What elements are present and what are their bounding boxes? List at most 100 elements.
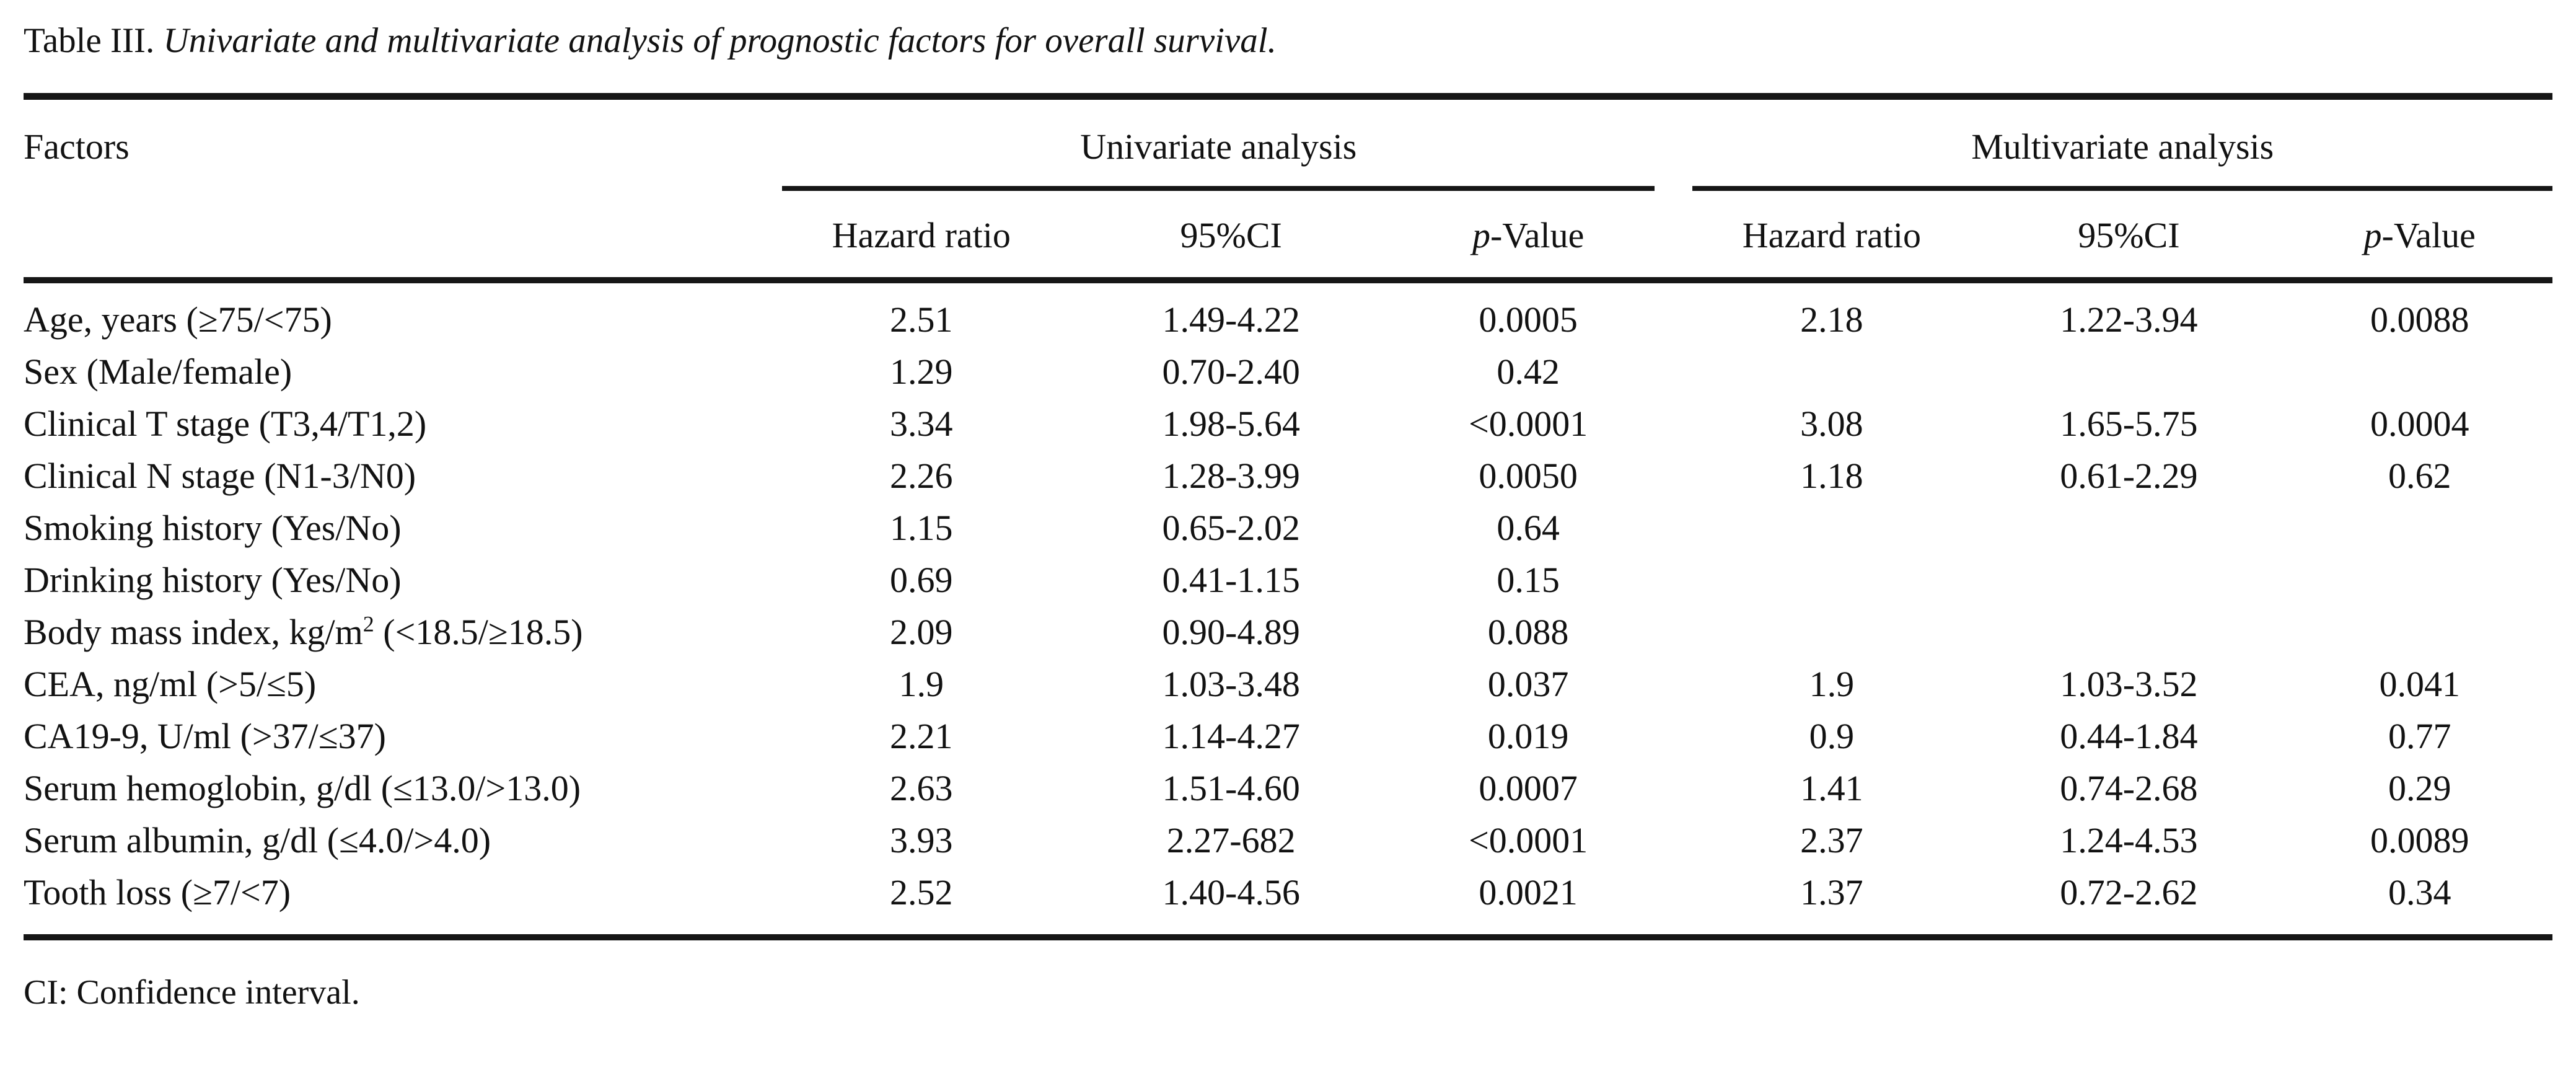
p-value-suffix: -Value <box>2381 215 2476 255</box>
cell-multivariate-ci <box>1971 345 2287 397</box>
cell-multivariate-hazard-ratio: 1.18 <box>1800 455 1863 496</box>
cell-multivariate-p-value: 0.34 <box>2388 872 2451 912</box>
factor-label: Sex (Male/female) <box>24 351 292 392</box>
cell-multivariate-p-value: 0.041 <box>2379 663 2460 704</box>
cell-gap <box>1655 501 1692 554</box>
subheader-multivariate-ci: 95%CI <box>1971 188 2287 283</box>
cell-multivariate-ci: 1.03-3.52 <box>2060 663 2198 704</box>
cell-multivariate-p-value: 0.77 <box>2388 715 2451 756</box>
cell-factor: Tooth loss (≥7/<7) <box>24 866 782 937</box>
factor-superscript: 2 <box>363 611 374 637</box>
cell-multivariate-hazard-ratio <box>1692 554 1971 606</box>
cell-multivariate-ci: 0.74-2.68 <box>2060 767 2198 808</box>
cell-univariate-ci: 1.40-4.56 <box>1162 872 1300 912</box>
cell-gap <box>1655 658 1692 710</box>
factor-label: Smoking history (Yes/No) <box>24 507 402 548</box>
cell-univariate-ci: 1.03-3.48 <box>1162 663 1300 704</box>
cell-multivariate-ci: 0.61-2.29 <box>2060 455 2198 496</box>
cell-multivariate-p-value: 0.29 <box>2388 767 2451 808</box>
factor-label: Serum hemoglobin, g/dl (≤13.0/>13.0) <box>24 767 581 808</box>
cell-univariate-p-value: 0.0021 <box>1479 872 1578 912</box>
table-caption: Table III. Univariate and multivariate a… <box>24 19 2552 63</box>
cell-multivariate-ci: 0.44-1.84 <box>2060 715 2198 756</box>
factor-label: CEA, ng/ml (>5/≤5) <box>24 663 317 704</box>
cell-factor: Serum hemoglobin, g/dl (≤13.0/>13.0) <box>24 762 782 814</box>
cell-univariate-ci: 2.27-682 <box>1166 820 1296 860</box>
cell-factor: CA19-9, U/ml (>37/≤37) <box>24 710 782 762</box>
factor-label: Drinking history (Yes/No) <box>24 559 402 600</box>
cell-multivariate-p-value: 0.62 <box>2388 455 2451 496</box>
cell-multivariate-hazard-ratio: 2.18 <box>1800 299 1863 340</box>
cell-univariate-ci: 1.49-4.22 <box>1162 299 1300 340</box>
subheader-multivariate-p-value: p-Value <box>2287 188 2552 283</box>
cell-univariate-hazard-ratio: 2.52 <box>890 872 953 912</box>
cell-univariate-ci: 1.28-3.99 <box>1162 455 1300 496</box>
cell-gap <box>1655 866 1692 937</box>
table-row-body-mass-index: Body mass index, kg/m2 (<18.5/≥18.5) 2.0… <box>24 606 2552 658</box>
cell-gap <box>1655 345 1692 397</box>
cell-multivariate-ci: 1.22-3.94 <box>2060 299 2198 340</box>
cell-factor: Smoking history (Yes/No) <box>24 501 782 554</box>
cell-univariate-p-value: 0.0007 <box>1479 767 1578 808</box>
cell-multivariate-hazard-ratio <box>1692 501 1971 554</box>
cell-gap <box>1655 762 1692 814</box>
table-row-smoking-history: Smoking history (Yes/No) 1.15 0.65-2.02 … <box>24 501 2552 554</box>
table-row-cea: CEA, ng/ml (>5/≤5) 1.9 1.03-3.48 0.037 1… <box>24 658 2552 710</box>
factor-label: Clinical N stage (N1-3/N0) <box>24 455 416 496</box>
cell-multivariate-ci: 1.65-5.75 <box>2060 403 2198 444</box>
cell-univariate-hazard-ratio: 1.29 <box>890 351 953 392</box>
group-header-multivariate: Multivariate analysis <box>1692 96 2552 191</box>
factor-label: CA19-9, U/ml (>37/≤37) <box>24 715 386 756</box>
cell-multivariate-ci <box>1971 501 2287 554</box>
table-row-clinical-t-stage: Clinical T stage (T3,4/T1,2) 3.34 1.98-5… <box>24 397 2552 449</box>
table-row-drinking-history: Drinking history (Yes/No) 0.69 0.41-1.15… <box>24 554 2552 606</box>
cell-multivariate-hazard-ratio <box>1692 606 1971 658</box>
cell-factor: Clinical T stage (T3,4/T1,2) <box>24 397 782 449</box>
cell-multivariate-p-value: 0.0089 <box>2370 820 2469 860</box>
cell-factor: Age, years (≥75/<75) <box>24 280 782 345</box>
factor-label: Age, years (≥75/<75) <box>24 299 332 340</box>
cell-univariate-ci: 1.51-4.60 <box>1162 767 1300 808</box>
cell-factor: CEA, ng/ml (>5/≤5) <box>24 658 782 710</box>
factor-label: Serum albumin, g/dl (≤4.0/>4.0) <box>24 820 491 860</box>
table-row-ca19-9: CA19-9, U/ml (>37/≤37) 2.21 1.14-4.27 0.… <box>24 710 2552 762</box>
factor-label: Clinical T stage (T3,4/T1,2) <box>24 403 427 444</box>
factor-label: Body mass index, kg/m <box>24 611 363 652</box>
factor-label: Tooth loss (≥7/<7) <box>24 872 291 912</box>
cell-univariate-p-value: <0.0001 <box>1469 820 1588 860</box>
cell-multivariate-hazard-ratio: 2.37 <box>1800 820 1863 860</box>
cell-univariate-hazard-ratio: 2.51 <box>890 299 953 340</box>
cell-multivariate-hazard-ratio: 3.08 <box>1800 403 1863 444</box>
cell-gap <box>1655 814 1692 866</box>
cell-multivariate-hazard-ratio: 1.41 <box>1800 767 1863 808</box>
cell-univariate-hazard-ratio: 0.69 <box>890 559 953 600</box>
cell-factor: Serum albumin, g/dl (≤4.0/>4.0) <box>24 814 782 866</box>
cell-univariate-ci: 0.41-1.15 <box>1162 559 1300 600</box>
cell-multivariate-ci: 1.24-4.53 <box>2060 820 2198 860</box>
cell-multivariate-p-value <box>2287 345 2552 397</box>
cell-univariate-hazard-ratio: 2.21 <box>890 715 953 756</box>
subheader-univariate-ci: 95%CI <box>1060 188 1402 283</box>
cell-gap <box>1655 606 1692 658</box>
table-row-clinical-n-stage: Clinical N stage (N1-3/N0) 2.26 1.28-3.9… <box>24 449 2552 501</box>
subheader-univariate-hazard-ratio: Hazard ratio <box>782 188 1061 283</box>
cell-univariate-p-value: 0.037 <box>1487 663 1569 704</box>
cell-univariate-ci: 1.14-4.27 <box>1162 715 1300 756</box>
cell-multivariate-ci <box>1971 606 2287 658</box>
cell-gap <box>1655 449 1692 501</box>
subheader-univariate-p-value: p-Value <box>1402 188 1655 283</box>
table-caption-title: Univariate and multivariate analysis of … <box>154 21 1277 60</box>
cell-univariate-p-value: 0.088 <box>1487 611 1569 652</box>
group-gap <box>1655 96 1693 283</box>
group-header-row: Factors Univariate analysis Multivariate… <box>24 96 2552 283</box>
cell-univariate-p-value: 0.019 <box>1487 715 1569 756</box>
cell-gap <box>1655 710 1692 762</box>
cell-univariate-p-value: 0.64 <box>1497 507 1560 548</box>
cell-multivariate-hazard-ratio: 0.9 <box>1809 715 1855 756</box>
cell-univariate-hazard-ratio: 2.26 <box>890 455 953 496</box>
cell-multivariate-p-value: 0.0088 <box>2370 299 2469 340</box>
cell-factor: Body mass index, kg/m2 (<18.5/≥18.5) <box>24 606 782 658</box>
cell-factor: Drinking history (Yes/No) <box>24 554 782 606</box>
cell-univariate-hazard-ratio: 2.63 <box>890 767 953 808</box>
